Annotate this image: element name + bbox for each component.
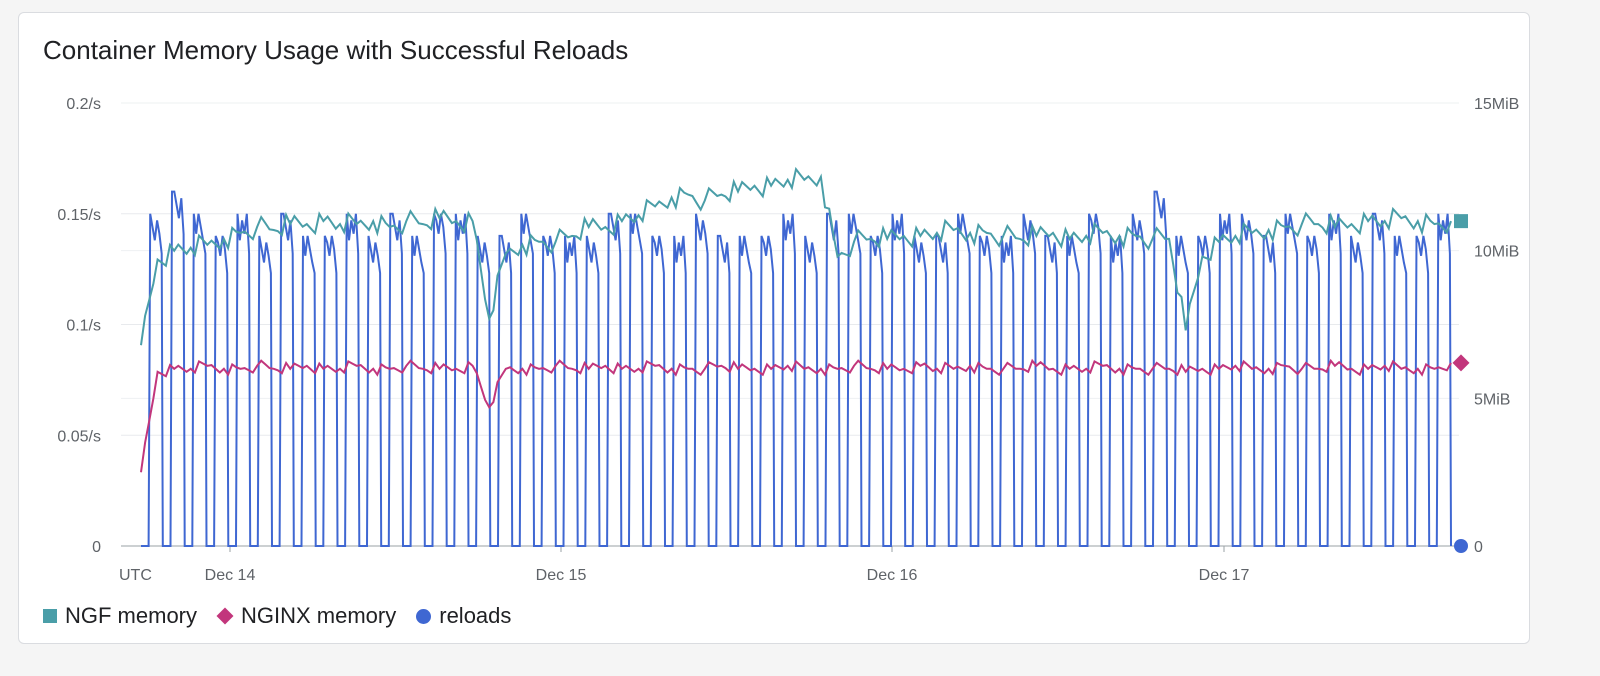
x-tick-label: Dec 17 — [1199, 567, 1250, 584]
y-right-tick-label: 0 — [1474, 539, 1483, 556]
legend-label-ngf: NGF memory — [65, 603, 197, 628]
series-line-nginx-memory — [140, 358, 1452, 473]
y-left-tick-label: 0.15/s — [57, 207, 101, 224]
end-marker-reloads — [1454, 539, 1468, 553]
y-right-tick-label: 10MiB — [1474, 244, 1519, 261]
x-tick-label: Dec 15 — [536, 567, 587, 584]
legend-swatch-ngf — [43, 609, 57, 623]
legend-label-reloads: reloads — [439, 603, 512, 628]
x-tick-label: Dec 16 — [867, 567, 918, 584]
y-left-tick-label: 0 — [92, 539, 101, 556]
legend-item-ngf-memory[interactable]: NGF memory — [43, 603, 197, 629]
y-left-tick-label: 0.1/s — [66, 318, 101, 335]
y-left-tick-label: 0.05/s — [57, 428, 101, 445]
x-tick-label: Dec 14 — [205, 567, 256, 584]
end-marker-nginx — [1452, 354, 1470, 372]
legend-item-reloads[interactable]: reloads — [416, 603, 511, 629]
y-right-tick-label: 15MiB — [1474, 96, 1519, 113]
series-line-reloads — [141, 190, 1452, 547]
legend-swatch-reloads — [416, 608, 432, 624]
chart-card: Container Memory Usage with Successful R… — [18, 12, 1530, 644]
y-left-tick-label: 0.2/s — [66, 96, 101, 113]
chart-plot: 00.05/s0.1/s0.15/s0.2/s 05MiB10MiB15MiB … — [57, 96, 1519, 584]
legend-swatch-nginx — [216, 607, 234, 625]
chart-legend: NGF memory NGINX memory reloads — [43, 603, 511, 629]
x-timezone-label: UTC — [119, 567, 152, 584]
chart-title: Container Memory Usage with Successful R… — [43, 35, 629, 65]
y-right-tick-label: 5MiB — [1474, 391, 1510, 408]
series-line-ngf-memory — [140, 166, 1452, 346]
legend-item-nginx-memory[interactable]: NGINX memory — [216, 603, 397, 629]
legend-label-nginx: NGINX memory — [241, 603, 397, 628]
end-marker-ngf — [1454, 214, 1468, 229]
